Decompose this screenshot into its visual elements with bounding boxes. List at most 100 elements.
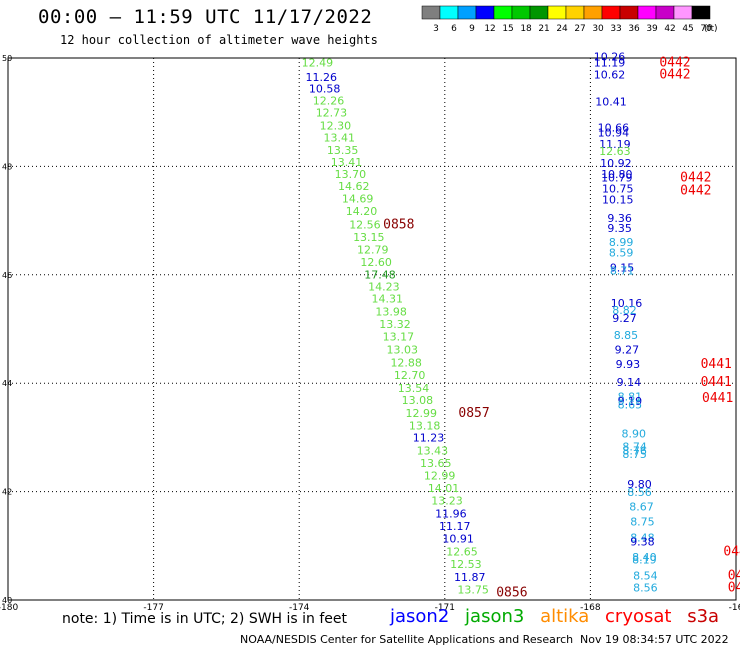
wave-height-point: 9.15 bbox=[610, 262, 635, 275]
wave-height-point: 12.30 bbox=[320, 120, 352, 133]
legend-jason2: jason2 bbox=[390, 606, 450, 627]
wave-height-point: 12.99 bbox=[424, 470, 456, 483]
x-tick-label: -171 bbox=[435, 603, 455, 613]
page-subtitle: 12 hour collection of altimeter wave hei… bbox=[60, 33, 378, 47]
wave-height-point: 10.92 bbox=[600, 157, 632, 170]
colorbar-label: 39 bbox=[646, 24, 658, 34]
wave-height-point: 12.70 bbox=[394, 369, 426, 382]
wave-height-point: 11.17 bbox=[439, 520, 471, 533]
wave-height-point: 9.38 bbox=[630, 535, 655, 548]
wave-height-point: 13.18 bbox=[409, 419, 441, 432]
wave-height-point: 8.82 bbox=[612, 304, 637, 317]
wave-height-point: 10.80 bbox=[601, 168, 633, 181]
wave-height-point: 12.99 bbox=[405, 407, 437, 420]
wave-height-point: 8.54 bbox=[633, 569, 658, 582]
wave-height-point: 13.17 bbox=[383, 330, 415, 343]
credit-line: NOAA/NESDIS Center for Satellite Applica… bbox=[240, 633, 574, 646]
legend-cryosat: cryosat bbox=[605, 606, 672, 627]
wave-height-point: 13.43 bbox=[417, 445, 449, 458]
wave-height-point: 11.26 bbox=[306, 71, 338, 84]
wave-height-point: 9.80 bbox=[627, 478, 652, 491]
wave-height-point: 10.15 bbox=[602, 193, 634, 206]
wave-height-point: 8.90 bbox=[621, 427, 646, 440]
footer-note: note: 1) Time is in UTC; 2) SWH is in fe… bbox=[62, 611, 348, 627]
colorbar-label: 6 bbox=[451, 24, 457, 34]
wave-height-point: 10.62 bbox=[594, 69, 626, 82]
wave-height-point: 9.14 bbox=[617, 376, 642, 389]
wave-height-point: 14.62 bbox=[338, 180, 370, 193]
colorbar-label: 42 bbox=[664, 24, 675, 34]
page-title: 00:00 – 11:59 UTC 11/17/2022 bbox=[38, 6, 373, 28]
wave-height-point: 8.65 bbox=[618, 399, 643, 412]
y-tick-label: 42 bbox=[2, 488, 12, 497]
wave-height-point: 11.96 bbox=[435, 508, 467, 521]
wave-height-point: 14.23 bbox=[368, 281, 400, 294]
colorbar-label: 33 bbox=[610, 24, 621, 34]
wave-height-point: 12.79 bbox=[357, 244, 389, 257]
wave-height-point: 9.36 bbox=[607, 212, 632, 225]
wave-height-point: 12.60 bbox=[360, 256, 392, 269]
pass-time-label: 0856 bbox=[496, 586, 527, 601]
wave-height-point: 13.41 bbox=[323, 131, 355, 144]
y-tick-label: 46 bbox=[2, 271, 12, 280]
wave-height-point: 8.76 bbox=[622, 445, 647, 458]
wave-height-point: 8.71 bbox=[610, 264, 635, 277]
legend-jason3: jason3 bbox=[465, 606, 525, 627]
render-timestamp: Nov 19 08:34:57 UTC 2022 bbox=[580, 633, 729, 646]
colorbar-label: 36 bbox=[628, 24, 640, 34]
colorbar-label: 24 bbox=[556, 24, 568, 34]
wave-height-point: 9.27 bbox=[615, 343, 640, 356]
colorbar-label: 9 bbox=[469, 24, 475, 34]
colorbar-label: 12 bbox=[484, 24, 495, 34]
wave-height-point: 10.16 bbox=[611, 297, 643, 310]
legend-s3a: s3a bbox=[687, 606, 720, 627]
wave-height-point: 10.75 bbox=[602, 182, 634, 195]
wave-height-point: 10.58 bbox=[309, 83, 341, 96]
colorbar-label: 21 bbox=[538, 24, 549, 34]
colorbar-label: 18 bbox=[520, 24, 532, 34]
wave-height-point: 13.65 bbox=[420, 457, 452, 470]
pass-time-label: 0440 bbox=[728, 580, 740, 595]
pass-time-label: 0441 bbox=[702, 391, 733, 406]
wave-height-point: 13.70 bbox=[335, 168, 367, 181]
y-tick-label: 48 bbox=[2, 162, 12, 171]
x-tick-label: -16 bbox=[729, 603, 740, 613]
wave-height-point: 8.85 bbox=[614, 329, 639, 342]
wave-height-point: 13.23 bbox=[431, 495, 463, 508]
wave-height-point: 8.56 bbox=[627, 486, 652, 499]
wave-height-point: 8.67 bbox=[629, 501, 654, 514]
wave-height-point: 12.63 bbox=[599, 145, 631, 158]
pass-time-label: 0441 bbox=[701, 357, 732, 372]
y-tick-label: 40 bbox=[2, 596, 12, 605]
colorbar-unit: (ft) bbox=[704, 24, 718, 34]
x-tick-label: -174 bbox=[289, 603, 310, 613]
map-frame bbox=[7, 57, 737, 601]
wave-height-point: 9.19 bbox=[618, 395, 643, 408]
wave-height-point: 8.99 bbox=[609, 236, 634, 249]
wave-height-point: 9.93 bbox=[616, 358, 641, 371]
wave-height-point: 14.20 bbox=[346, 205, 378, 218]
wave-height-point: 8.75 bbox=[622, 448, 647, 461]
colorbar-label: 30 bbox=[592, 24, 604, 34]
pass-time-label: 0440 bbox=[728, 568, 740, 583]
colorbar-label: 15 bbox=[502, 24, 513, 34]
legend-altika: altika bbox=[540, 606, 590, 627]
wave-height-point: 17.48 bbox=[364, 269, 396, 282]
wave-height-point: 10.26 bbox=[594, 51, 626, 64]
wave-height-point: 12.65 bbox=[446, 546, 478, 559]
wave-height-point: 8.59 bbox=[609, 246, 634, 259]
wave-height-point: 10.66 bbox=[598, 122, 630, 135]
x-tick-label: -168 bbox=[580, 603, 601, 613]
satellite-legend: jason2 jason3 altika cryosat s3a bbox=[390, 606, 729, 627]
wave-height-point: 9.27 bbox=[612, 312, 637, 325]
wave-height-point: 13.03 bbox=[387, 343, 419, 356]
x-tick-label: -180 bbox=[0, 603, 18, 613]
colorbar-label: 70 bbox=[700, 24, 712, 34]
pass-time-label: 0442 bbox=[659, 56, 690, 71]
colorbar-swatch-70 bbox=[691, 5, 711, 20]
wave-height-point: 8.19 bbox=[632, 554, 657, 567]
pass-time-label: 0441 bbox=[701, 375, 732, 390]
wave-height-point: 13.08 bbox=[402, 394, 434, 407]
wave-height-point: 13.35 bbox=[327, 144, 359, 157]
